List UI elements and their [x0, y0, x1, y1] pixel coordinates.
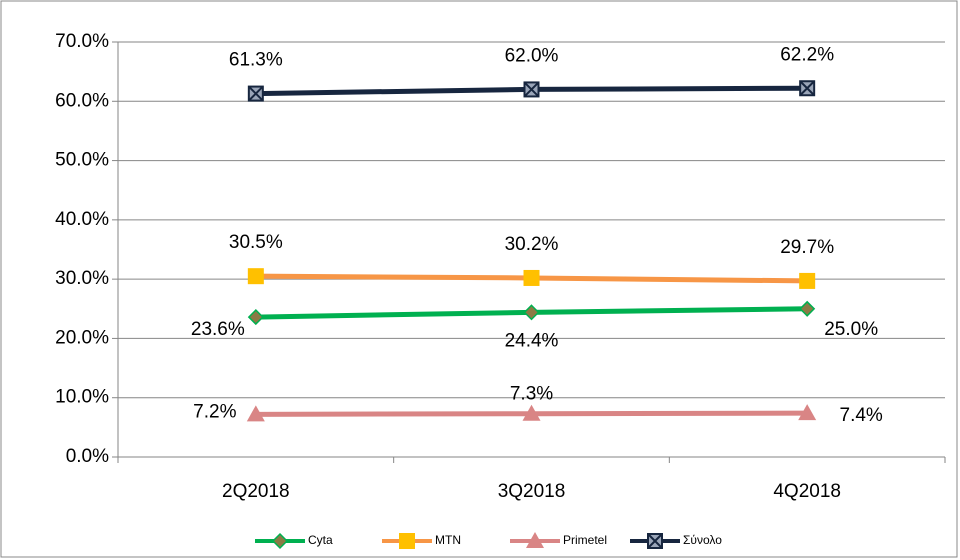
legend-marker: [526, 532, 544, 548]
y-tick-label: 0.0%: [66, 446, 109, 467]
legend-marker: [647, 533, 663, 549]
y-tick-label: 70.0%: [55, 31, 109, 52]
x-tick-label: 2Q2018: [222, 481, 290, 502]
data-label: 25.0%: [824, 319, 878, 340]
data-point: [799, 80, 816, 97]
data-label: 7.4%: [840, 405, 883, 426]
legend-label: MTN: [435, 533, 461, 547]
legend-label: Primetel: [563, 533, 607, 547]
data-point: [523, 81, 540, 98]
data-label: 7.2%: [193, 401, 236, 422]
data-point: [247, 268, 264, 285]
y-tick-label: 20.0%: [55, 327, 109, 348]
data-point: [523, 304, 540, 321]
legend-marker: [399, 533, 415, 549]
data-point: [246, 405, 265, 422]
y-tick-label: 40.0%: [55, 209, 109, 230]
data-label: 23.6%: [191, 319, 245, 340]
data-point: [799, 272, 816, 289]
data-label: 62.2%: [780, 44, 834, 65]
data-label: 30.2%: [505, 234, 559, 255]
y-tick-label: 10.0%: [55, 387, 109, 408]
data-point: [523, 269, 540, 286]
data-label: 62.0%: [505, 45, 559, 66]
y-tick-label: 30.0%: [55, 268, 109, 289]
data-point: [247, 85, 264, 102]
data-point: [799, 300, 816, 317]
data-point: [522, 404, 541, 421]
data-label: 24.4%: [505, 330, 559, 351]
legend-label: Cyta: [308, 533, 333, 547]
y-tick-label: 50.0%: [55, 150, 109, 171]
data-point: [247, 309, 264, 326]
x-tick-label: 3Q2018: [498, 481, 566, 502]
legend-label: Σύνολο: [683, 533, 722, 547]
legend-marker: [271, 532, 289, 550]
data-point: [798, 404, 817, 421]
data-label: 7.3%: [510, 384, 553, 405]
y-tick-label: 60.0%: [55, 90, 109, 111]
data-label: 30.5%: [229, 232, 283, 253]
x-tick-label: 4Q2018: [773, 481, 841, 502]
data-label: 29.7%: [780, 237, 834, 258]
data-label: 61.3%: [229, 50, 283, 71]
